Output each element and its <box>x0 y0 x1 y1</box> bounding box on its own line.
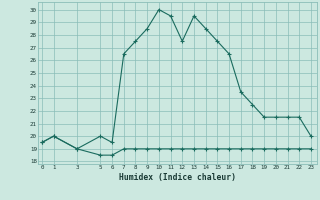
X-axis label: Humidex (Indice chaleur): Humidex (Indice chaleur) <box>119 173 236 182</box>
